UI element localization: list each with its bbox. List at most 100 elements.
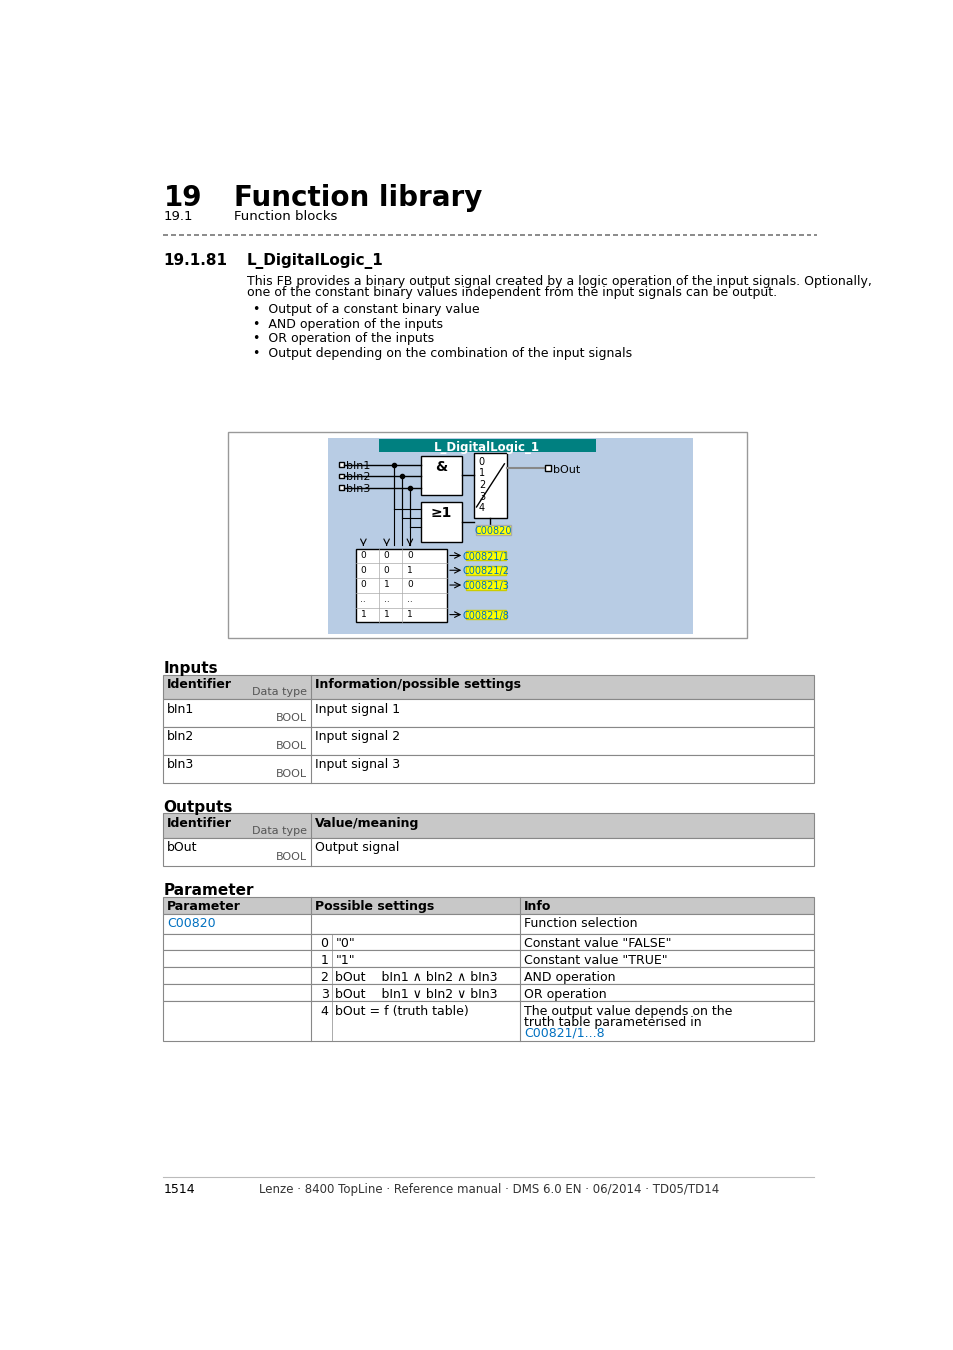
Text: Function selection: Function selection	[523, 918, 637, 930]
Text: Identifier: Identifier	[167, 817, 233, 829]
Text: Outputs: Outputs	[163, 799, 233, 814]
Bar	[338, 486, 344, 490]
Text: bOut = f (truth table): bOut = f (truth table)	[335, 1006, 469, 1018]
Text: 3: 3	[320, 988, 328, 1002]
Text: 2: 2	[478, 481, 484, 490]
Text: C00821/2: C00821/2	[462, 567, 509, 576]
Text: C00821/3: C00821/3	[462, 582, 509, 591]
Text: Data type: Data type	[252, 826, 307, 836]
Text: bIn3: bIn3	[167, 757, 194, 771]
Text: 0: 0	[407, 551, 413, 560]
Text: L_DigitalLogic_1: L_DigitalLogic_1	[247, 252, 383, 269]
Bar	[545, 466, 550, 471]
Text: bIn2: bIn2	[167, 730, 194, 744]
Text: &: &	[436, 460, 447, 474]
Text: 1: 1	[407, 610, 413, 620]
Text: bIn1: bIn1	[167, 702, 194, 716]
Bar	[163, 896, 814, 914]
Text: 0: 0	[320, 937, 328, 950]
Text: 4: 4	[320, 1006, 328, 1018]
Text: Data type: Data type	[252, 687, 307, 697]
Bar	[474, 454, 506, 518]
Text: "0": "0"	[335, 937, 355, 950]
Text: Info: Info	[523, 899, 551, 913]
Text: Information/possible settings: Information/possible settings	[314, 678, 520, 691]
Text: 19.1: 19.1	[163, 209, 193, 223]
Text: AND operation: AND operation	[523, 971, 615, 984]
Text: Inputs: Inputs	[163, 662, 218, 676]
Text: C00821/8: C00821/8	[462, 610, 509, 621]
Text: 0: 0	[383, 551, 389, 560]
Text: •  AND operation of the inputs: • AND operation of the inputs	[253, 317, 443, 331]
Text: 0: 0	[383, 566, 389, 575]
Text: BOOL: BOOL	[275, 713, 307, 724]
Text: 0: 0	[360, 580, 366, 590]
Text: Possible settings: Possible settings	[314, 899, 434, 913]
Bar	[228, 432, 746, 637]
Bar	[465, 610, 505, 620]
Text: 1: 1	[383, 580, 389, 590]
Text: C00821/1: C00821/1	[462, 552, 509, 562]
Bar	[163, 1002, 814, 1041]
Text: ..: ..	[383, 595, 389, 605]
Text: 4: 4	[478, 504, 484, 513]
Text: Parameter: Parameter	[167, 899, 241, 913]
Text: Function library: Function library	[233, 184, 482, 212]
Text: 0: 0	[360, 566, 366, 575]
Text: C00821/1...8: C00821/1...8	[523, 1027, 604, 1040]
Text: Identifier: Identifier	[167, 678, 233, 691]
Bar	[328, 437, 692, 634]
Text: 1514: 1514	[163, 1183, 194, 1196]
Text: ≥1: ≥1	[431, 506, 452, 520]
Text: bIn3: bIn3	[345, 483, 370, 494]
Bar	[163, 950, 814, 968]
Bar	[163, 755, 814, 783]
Bar	[163, 814, 814, 838]
Text: Constant value "FALSE": Constant value "FALSE"	[523, 937, 671, 950]
Text: L_DigitalLogic_1: L_DigitalLogic_1	[434, 440, 539, 454]
Text: one of the constant binary values independent from the input signals can be outp: one of the constant binary values indepe…	[247, 286, 777, 298]
Text: "1": "1"	[335, 954, 355, 968]
Text: bOut: bOut	[167, 841, 197, 855]
Bar	[421, 502, 461, 543]
Text: This FB provides a binary output signal created by a logic operation of the inpu: This FB provides a binary output signal …	[247, 275, 871, 288]
Bar	[163, 968, 814, 984]
Text: 1: 1	[320, 954, 328, 968]
Text: truth table parameterised in: truth table parameterised in	[523, 1017, 700, 1029]
Text: Input signal 3: Input signal 3	[314, 757, 399, 771]
Text: Lenze · 8400 TopLine · Reference manual · DMS 6.0 EN · 06/2014 · TD05/TD14: Lenze · 8400 TopLine · Reference manual …	[258, 1183, 719, 1196]
Text: C00820: C00820	[475, 526, 512, 536]
Text: 0: 0	[478, 456, 484, 467]
Text: ..: ..	[360, 595, 366, 605]
Text: 1: 1	[383, 610, 389, 620]
Text: OR operation: OR operation	[523, 988, 606, 1002]
Bar	[378, 439, 596, 451]
Bar	[355, 548, 447, 622]
Text: 19: 19	[163, 184, 202, 212]
Text: bOut    bIn1 ∧ bIn2 ∧ bIn3: bOut bIn1 ∧ bIn2 ∧ bIn3	[335, 971, 497, 984]
Bar	[163, 699, 814, 728]
Text: The output value depends on the: The output value depends on the	[523, 1006, 731, 1018]
Text: 1: 1	[407, 566, 413, 575]
Text: bOut    bIn1 ∨ bIn2 ∨ bIn3: bOut bIn1 ∨ bIn2 ∨ bIn3	[335, 988, 497, 1002]
Text: Output signal: Output signal	[314, 841, 398, 855]
Bar	[465, 551, 505, 560]
Text: bIn2: bIn2	[345, 472, 370, 482]
Text: Constant value "TRUE": Constant value "TRUE"	[523, 954, 667, 968]
Text: bOut: bOut	[553, 464, 579, 475]
Text: Parameter: Parameter	[163, 883, 253, 898]
Text: •  OR operation of the inputs: • OR operation of the inputs	[253, 332, 434, 346]
Text: Input signal 2: Input signal 2	[314, 730, 399, 744]
Text: •  Output of a constant binary value: • Output of a constant binary value	[253, 302, 479, 316]
Bar	[163, 914, 814, 934]
Text: BOOL: BOOL	[275, 852, 307, 861]
Bar	[163, 675, 814, 699]
Text: 1: 1	[478, 468, 484, 478]
Text: BOOL: BOOL	[275, 768, 307, 779]
Text: 1: 1	[360, 610, 366, 620]
Text: 19.1.81: 19.1.81	[163, 252, 227, 267]
Text: 0: 0	[407, 580, 413, 590]
Text: BOOL: BOOL	[275, 741, 307, 751]
Text: Value/meaning: Value/meaning	[314, 817, 418, 829]
Text: 0: 0	[360, 551, 366, 560]
